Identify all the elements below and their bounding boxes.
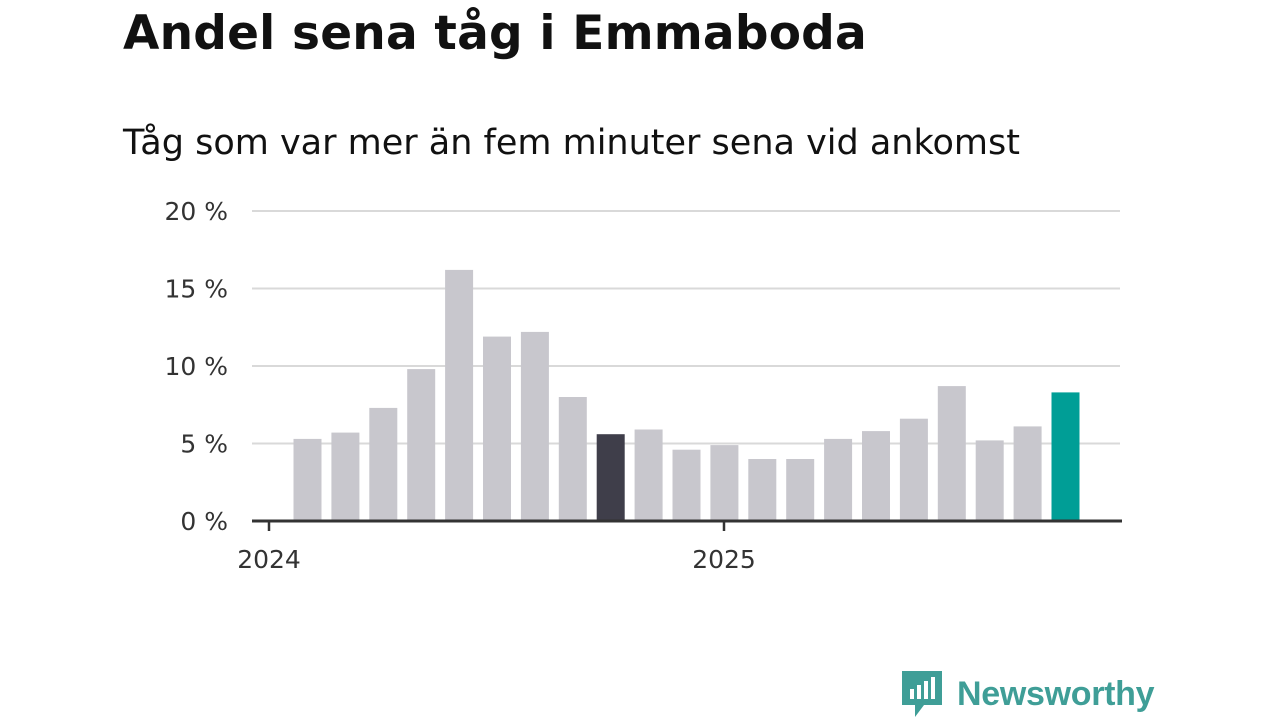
bar bbox=[710, 445, 739, 521]
y-tick-label: 10 % bbox=[164, 352, 228, 381]
y-tick-label: 20 % bbox=[164, 197, 228, 226]
y-tick-label: 5 % bbox=[180, 430, 228, 459]
bar bbox=[862, 431, 890, 521]
bar bbox=[748, 459, 777, 521]
x-tick-label-2025: 2025 bbox=[692, 545, 756, 574]
x-axis-tick-labels: 2024 2025 bbox=[237, 545, 756, 574]
brand-name: Newsworthy bbox=[957, 674, 1155, 713]
y-axis-tick-labels: 0 % 5 % 10 % 15 % 20 % bbox=[164, 197, 228, 536]
bar bbox=[786, 459, 815, 521]
bar bbox=[975, 440, 1004, 521]
x-tick-label-2024: 2024 bbox=[237, 545, 301, 574]
y-tick-label: 15 % bbox=[164, 275, 228, 304]
page-title: Andel sena tåg i Emmaboda bbox=[123, 6, 867, 61]
bar bbox=[445, 269, 474, 521]
bar bbox=[1013, 426, 1042, 521]
y-tick-label: 0 % bbox=[180, 507, 228, 536]
bar bbox=[1051, 392, 1080, 521]
newsworthy-logo-icon bbox=[902, 671, 942, 717]
chart-subtitle: Tåg som var mer än fem minuter sena vid … bbox=[123, 123, 1020, 163]
bar bbox=[824, 438, 853, 521]
bars bbox=[293, 269, 1080, 521]
bar bbox=[596, 434, 625, 521]
bar bbox=[937, 386, 966, 521]
x-axis bbox=[252, 519, 1122, 531]
bar bbox=[293, 438, 322, 521]
bar bbox=[672, 449, 701, 521]
bar bbox=[558, 397, 587, 521]
bar bbox=[407, 369, 436, 521]
bar bbox=[369, 407, 398, 521]
bar bbox=[634, 429, 663, 521]
bar bbox=[483, 336, 511, 521]
bar-chart: 0 % 5 % 10 % 15 % 20 % 2024 2025 bbox=[164, 197, 1122, 574]
bar bbox=[331, 432, 360, 521]
bar bbox=[520, 331, 549, 521]
bar bbox=[899, 418, 928, 521]
newsworthy-logo: Newsworthy bbox=[902, 670, 1155, 718]
